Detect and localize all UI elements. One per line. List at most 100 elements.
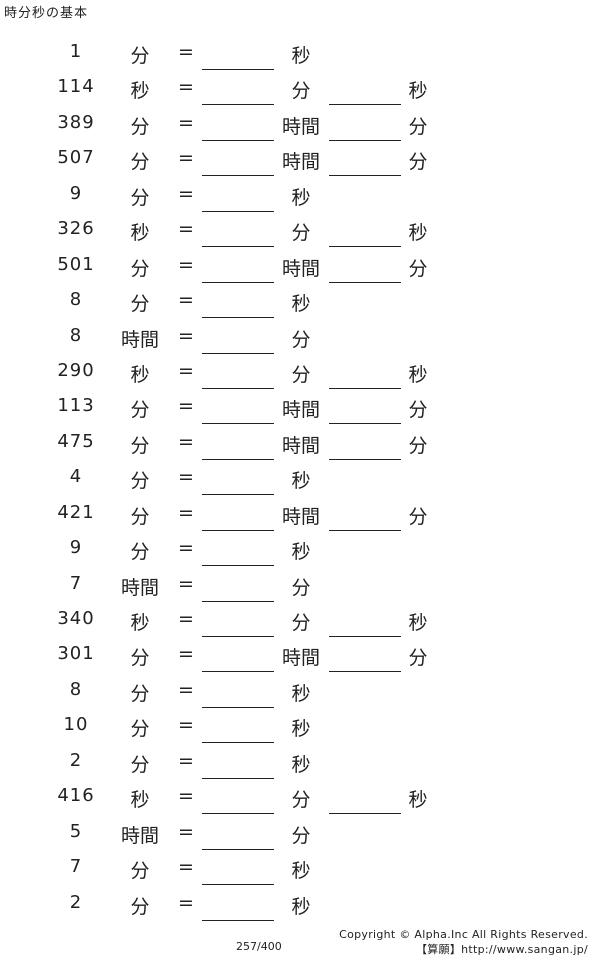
problem-number: 421 [57,501,95,523]
source-unit: 分 [130,151,150,174]
problem-number: 7 [69,856,83,878]
answer-blank[interactable] [202,458,274,460]
answer-blank[interactable] [202,352,274,354]
problem-row: 9 分 = 秒 [0,178,600,213]
problem-number: 326 [57,218,95,240]
answer-blank-remainder[interactable] [329,636,401,637]
answer-blank[interactable] [202,742,274,744]
equals-sign: = [178,501,194,524]
answer-blank[interactable] [202,813,274,815]
answer-blank-remainder[interactable] [329,104,401,106]
answer-blank-remainder[interactable] [329,529,401,531]
source-unit: 秒 [130,363,150,386]
problem-row: 421 分 = 時間 分 [0,497,600,532]
target-unit: 秒 [291,45,311,67]
answer-blank[interactable] [202,636,274,637]
answer-blank[interactable] [202,210,274,212]
remainder-unit: 分 [408,505,428,528]
site-link[interactable]: 【算願】http://www.sangan.jp/ [415,943,588,956]
answer-blank-remainder[interactable] [329,281,401,283]
problem-row: 326 秒 = 分 秒 [0,213,600,248]
target-unit: 分 [291,80,311,103]
problem-row: 10 分 = 秒 [0,709,600,744]
equals-sign: = [178,466,194,489]
equals-sign: = [178,76,194,99]
remainder-unit: 分 [408,647,428,670]
problem-number: 4 [69,466,83,488]
equals-sign: = [178,785,194,808]
target-unit: 時間 [281,151,320,174]
problem-row: 8 分 = 秒 [0,284,600,319]
remainder-unit: 分 [408,399,428,422]
problem-number: 290 [57,359,95,381]
copyright-text: Copyright © Alpha.Inc All Rights Reserve… [339,928,588,941]
remainder-unit: 秒 [408,363,428,386]
problem-number: 5 [69,820,83,842]
target-unit: 秒 [291,895,311,918]
equals-sign: = [178,856,194,879]
answer-blank[interactable] [202,423,274,425]
source-unit: 分 [130,647,150,670]
remainder-unit: 分 [408,434,428,457]
remainder-unit: 分 [408,151,428,174]
equals-sign: = [178,395,194,418]
problem-row: 5 時間 = 分 [0,816,600,851]
problem-row: 389 分 = 時間 分 [0,107,600,142]
answer-blank-remainder[interactable] [329,139,401,141]
answer-blank[interactable] [202,69,274,70]
answer-blank-remainder[interactable] [329,175,401,177]
answer-blank[interactable] [202,387,274,389]
problem-row: 7 時間 = 分 [0,568,600,603]
answer-blank[interactable] [202,139,274,141]
answer-blank[interactable] [202,671,274,673]
target-unit: 分 [291,824,311,847]
answer-blank[interactable] [202,246,274,248]
equals-sign: = [178,218,194,241]
answer-blank[interactable] [202,884,274,886]
answer-blank[interactable] [202,848,274,850]
target-unit: 時間 [281,399,320,422]
equals-sign: = [178,714,194,737]
problem-number: 1 [69,41,83,62]
remainder-unit: 秒 [408,789,428,812]
answer-blank[interactable] [202,777,274,779]
equals-sign: = [178,572,194,595]
remainder-unit: 分 [408,115,428,138]
target-unit: 秒 [291,470,311,493]
problem-row: 1 分 = 秒 [0,36,600,71]
source-unit: 秒 [130,80,150,103]
answer-blank[interactable] [202,565,274,567]
problem-number: 8 [69,289,83,311]
answer-blank[interactable] [202,600,274,602]
answer-blank-remainder[interactable] [329,813,401,815]
equals-sign: = [178,359,194,382]
equals-sign: = [178,891,194,914]
equals-sign: = [178,289,194,312]
answer-blank[interactable] [202,104,274,106]
source-unit: 分 [130,505,150,528]
problem-number: 2 [69,891,83,913]
source-unit: 分 [130,860,150,883]
answer-blank-remainder[interactable] [329,423,401,425]
answer-blank[interactable] [202,494,274,496]
answer-blank[interactable] [202,919,274,921]
problem-number: 2 [69,749,83,771]
answer-blank[interactable] [202,529,274,531]
answer-blank[interactable] [202,317,274,319]
source-unit: 分 [130,895,150,918]
answer-blank[interactable] [202,706,274,708]
target-unit: 分 [291,789,311,812]
answer-blank-remainder[interactable] [329,671,401,673]
answer-blank[interactable] [202,281,274,283]
answer-blank[interactable] [202,175,274,177]
source-unit: 時間 [120,576,159,599]
problem-row: 301 分 = 時間 分 [0,638,600,673]
answer-blank-remainder[interactable] [329,387,401,389]
problem-row: 114 秒 = 分 秒 [0,71,600,106]
target-unit: 分 [291,222,311,245]
equals-sign: = [178,537,194,560]
answer-blank-remainder[interactable] [329,246,401,248]
answer-blank-remainder[interactable] [329,458,401,460]
source-unit: 分 [130,257,150,280]
target-unit: 秒 [291,718,311,741]
